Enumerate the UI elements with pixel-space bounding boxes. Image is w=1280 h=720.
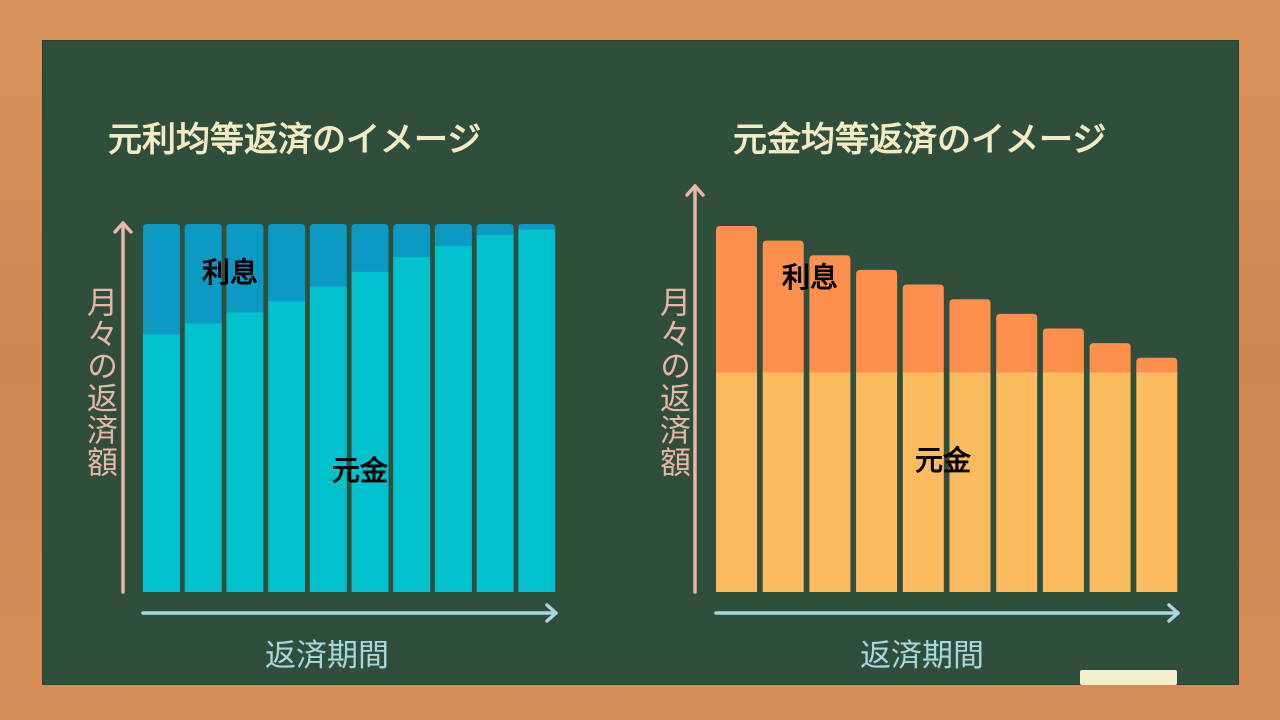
right-bar-principal-segment xyxy=(1089,372,1131,592)
left-bar-principal-segment xyxy=(143,334,180,592)
left-y-axis-label: 月々の返済額 xyxy=(81,286,117,478)
left-interest-label: 利息 xyxy=(202,256,258,289)
right-bar xyxy=(762,240,804,592)
right-bar xyxy=(809,255,851,592)
right-bar-principal-segment xyxy=(902,372,944,592)
right-y-axis-arrowhead xyxy=(685,184,705,197)
left-chart-title: 元利均等返済のイメージ xyxy=(108,120,482,160)
left-bar xyxy=(309,224,347,592)
right-bar xyxy=(856,269,898,592)
right-bar xyxy=(716,226,757,592)
left-bar-principal-segment xyxy=(226,312,264,592)
left-bar-interest-segment xyxy=(476,224,514,236)
left-x-axis-arrowhead xyxy=(545,603,558,623)
left-bar-interest-segment xyxy=(434,224,472,247)
right-bar-principal-segment xyxy=(996,372,1038,592)
right-bar-interest-segment xyxy=(1136,357,1178,373)
right-bar-principal-segment xyxy=(949,372,991,592)
right-bar-interest-segment xyxy=(996,313,1038,373)
left-bar xyxy=(476,224,514,593)
right-y-axis-label: 月々の返済額 xyxy=(654,286,690,478)
right-bar-principal-segment xyxy=(716,372,757,592)
right-chart-title: 元金均等返済のイメージ xyxy=(733,120,1107,160)
left-bar-interest-segment xyxy=(184,224,222,324)
left-bar-principal-segment xyxy=(393,257,431,592)
left-bar-principal-segment xyxy=(476,235,514,593)
right-interest-label: 利息 xyxy=(782,261,838,294)
left-bar-interest-segment xyxy=(518,224,556,231)
left-bar xyxy=(351,224,389,592)
left-bar xyxy=(268,224,306,592)
right-bar xyxy=(1042,328,1084,592)
left-bar-principal-segment xyxy=(351,271,389,592)
left-y-axis-arrowhead xyxy=(113,221,133,234)
right-x-axis-label: 返済期間 xyxy=(860,638,984,674)
right-bar-principal-segment xyxy=(762,372,804,592)
left-x-axis-label: 返済期間 xyxy=(265,638,389,674)
right-principal-label: 元金 xyxy=(915,444,972,477)
left-bar-principal-segment xyxy=(434,246,472,592)
left-bar-interest-segment xyxy=(393,224,431,258)
right-bar-interest-segment xyxy=(1089,343,1131,373)
right-bar-principal-segment xyxy=(1136,372,1178,592)
right-bar xyxy=(902,284,944,592)
left-principal-label: 元金 xyxy=(332,454,389,487)
right-bar-interest-segment xyxy=(1042,328,1084,373)
right-bar-interest-segment xyxy=(809,255,851,373)
left-bar xyxy=(434,224,472,592)
left-bar-interest-segment xyxy=(268,224,306,302)
left-bar-interest-segment xyxy=(309,224,347,288)
left-bar-principal-segment xyxy=(184,323,222,592)
left-bar-interest-segment xyxy=(351,224,389,273)
left-bar xyxy=(518,224,556,592)
left-bar xyxy=(226,224,264,592)
right-bar-principal-segment xyxy=(1042,372,1084,592)
right-bar-interest-segment xyxy=(856,269,898,373)
right-bar-principal-segment xyxy=(809,372,851,592)
right-bar xyxy=(949,299,991,592)
left-bar xyxy=(393,224,431,592)
right-bar xyxy=(996,313,1038,592)
right-bar-interest-segment xyxy=(902,284,944,373)
right-x-axis-arrowhead xyxy=(1167,603,1180,623)
left-bar-principal-segment xyxy=(268,301,306,592)
right-bar xyxy=(1136,357,1178,592)
right-bar-interest-segment xyxy=(762,240,804,373)
right-bar xyxy=(1089,343,1131,592)
right-bar-principal-segment xyxy=(856,372,898,592)
left-bar xyxy=(143,224,180,592)
left-bar xyxy=(184,224,222,592)
left-bar-interest-segment xyxy=(143,224,180,335)
right-bar-interest-segment xyxy=(949,299,991,373)
left-bar-interest-segment xyxy=(226,224,264,313)
right-bar-interest-segment xyxy=(716,226,757,373)
chalk-piece xyxy=(1080,670,1177,685)
left-bar-principal-segment xyxy=(309,286,347,592)
left-bar-principal-segment xyxy=(518,229,556,592)
